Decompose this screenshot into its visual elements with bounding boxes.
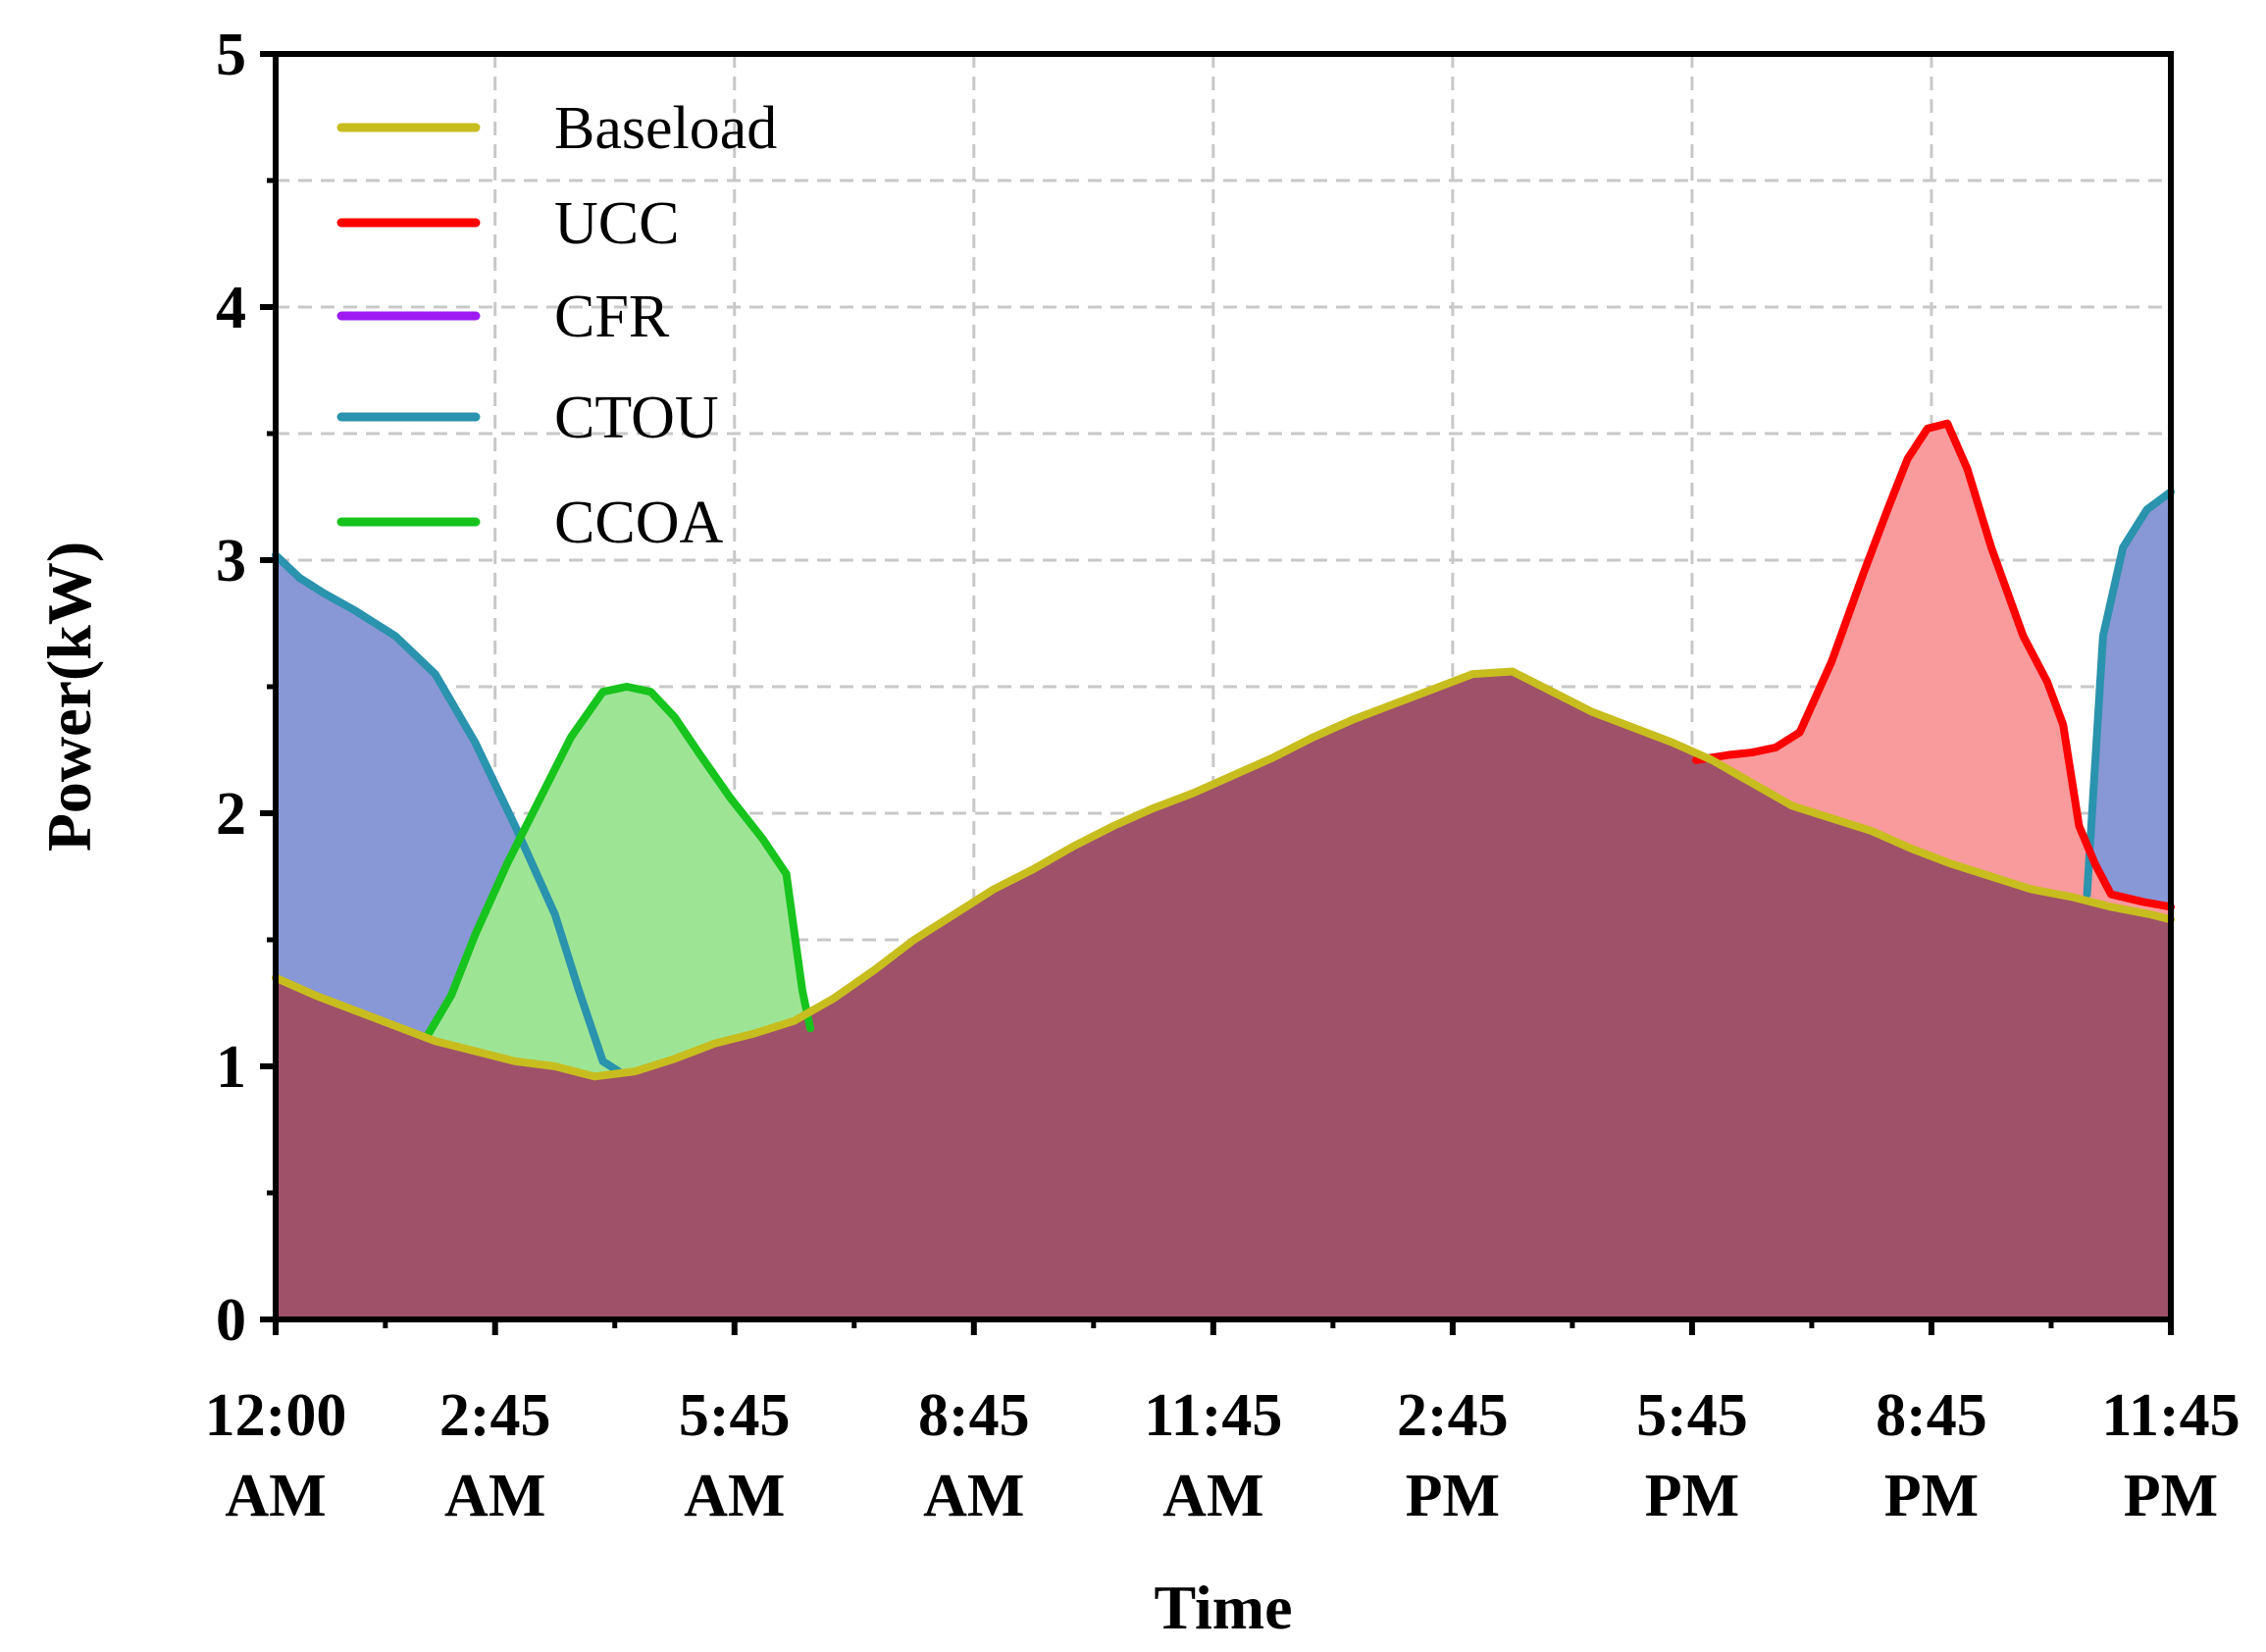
x-tick-label: 11:45	[1144, 1382, 1282, 1449]
y-tick-label: 4	[216, 275, 246, 341]
x-tick-label-period: PM	[1645, 1463, 1739, 1529]
plot-areas	[276, 423, 2171, 1320]
x-tick-label: 12:00	[205, 1382, 347, 1449]
y-tick-label: 5	[216, 22, 246, 88]
ctou-line-0	[272, 550, 623, 1076]
x-tick-label: 2:45	[1397, 1382, 1509, 1449]
x-tick-label-period: AM	[1162, 1463, 1263, 1529]
axis-ticks: 0 1 2 3 4 5 12:00 AM 2:45 AM 5:45 AM 8:45 AM 11:45 AM 2:…	[205, 22, 2240, 1529]
x-tick-label-period: AM	[684, 1463, 785, 1529]
baseload-line	[272, 667, 2175, 1081]
x-tick-label: 8:45	[918, 1382, 1030, 1449]
legend-label-cfr: CFR	[554, 284, 670, 350]
legend-label-ctou: CTOU	[554, 385, 719, 451]
legend-label-ccoa: CCOA	[554, 490, 723, 556]
y-tick-label: 1	[216, 1034, 246, 1101]
x-tick-label-period: PM	[1884, 1463, 1979, 1529]
x-tick-label: 11:45	[2101, 1382, 2240, 1449]
ctou-line-1	[2083, 488, 2175, 899]
x-tick-label-period: PM	[2124, 1463, 2218, 1529]
legend: Baseload UCC CFR CTOU CCOA	[336, 95, 777, 556]
y-tick-label: 3	[216, 528, 246, 594]
x-axis-title: Time	[1154, 1573, 1292, 1642]
legend-label-baseload: Baseload	[554, 95, 777, 162]
ccoa-line	[423, 683, 815, 1041]
x-tick-label: 5:45	[679, 1382, 791, 1449]
y-axis-title: Power(kW)	[34, 542, 104, 852]
x-tick-label-period: AM	[923, 1463, 1024, 1529]
x-tick-label-period: AM	[225, 1463, 326, 1529]
y-tick-label: 2	[216, 781, 246, 848]
ucc-line	[1691, 419, 2175, 911]
x-tick-label-period: AM	[444, 1463, 545, 1529]
x-tick-label: 5:45	[1636, 1382, 1748, 1449]
x-tick-label: 2:45	[439, 1382, 551, 1449]
x-tick-label: 8:45	[1876, 1382, 1987, 1449]
x-tick-label-period: PM	[1406, 1463, 1500, 1529]
baseload-area	[276, 671, 2171, 1319]
y-tick-label: 0	[216, 1287, 246, 1354]
plot-lines	[272, 419, 2175, 1081]
legend-label-ucc: UCC	[554, 190, 679, 257]
